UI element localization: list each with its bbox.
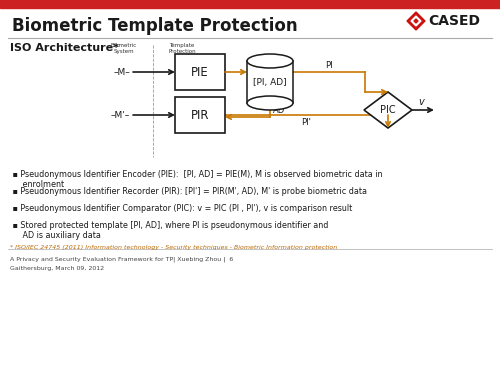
Polygon shape — [364, 92, 412, 128]
Text: –M–: –M– — [114, 68, 130, 76]
Bar — [0, 0, 500, 8]
Polygon shape — [411, 16, 421, 26]
Polygon shape — [414, 19, 418, 23]
Text: CASED: CASED — [428, 14, 480, 28]
Polygon shape — [407, 12, 425, 30]
Text: ISO Architecture*: ISO Architecture* — [10, 43, 119, 53]
Text: PIE: PIE — [191, 66, 209, 78]
Text: PIR: PIR — [191, 108, 210, 122]
Text: ▪ Stored protected template [PI, AD], where PI is pseudonymous identifier and
  : ▪ Stored protected template [PI, AD], wh… — [10, 221, 328, 240]
Bar — [247, 61, 293, 103]
Text: Biometric
System: Biometric System — [111, 43, 137, 54]
Text: [PI, AD]: [PI, AD] — [253, 78, 287, 87]
Text: AD: AD — [273, 105, 285, 114]
Text: Gaithersburg, March 09, 2012: Gaithersburg, March 09, 2012 — [10, 266, 104, 271]
Text: PI': PI' — [302, 117, 312, 126]
Text: PI: PI — [325, 60, 333, 69]
Text: ▪ Pseudonymous Identifier Encoder (PIE):  [PI, AD] = PIE(M), M is observed biome: ▪ Pseudonymous Identifier Encoder (PIE):… — [10, 170, 382, 189]
Text: Biometric Template Protection: Biometric Template Protection — [12, 17, 298, 35]
Text: –M'–: –M'– — [111, 111, 130, 120]
Text: ▪ Pseudonymous Identifier Recorder (PIR): [PI'] = PIR(M', AD), M' is probe biome: ▪ Pseudonymous Identifier Recorder (PIR)… — [10, 187, 367, 196]
Text: A Privacy and Security Evaluation Framework for TP| Xuebing Zhou |  6: A Privacy and Security Evaluation Framew… — [10, 257, 234, 262]
Bar — [175, 97, 225, 133]
Ellipse shape — [247, 96, 293, 110]
Text: * ISO/IEC 24745 (2011) Information technology - Security techniques - Biometric : * ISO/IEC 24745 (2011) Information techn… — [10, 245, 337, 250]
Bar — [175, 54, 225, 90]
Ellipse shape — [247, 54, 293, 68]
Text: ▪ Pseudonymous Identifier Comparator (PIC): v = PIC (PI , PI'), v is comparison : ▪ Pseudonymous Identifier Comparator (PI… — [10, 204, 352, 213]
Text: Template
Protection: Template Protection — [168, 43, 196, 54]
Text: PIC: PIC — [380, 105, 396, 115]
Text: v: v — [418, 97, 424, 107]
